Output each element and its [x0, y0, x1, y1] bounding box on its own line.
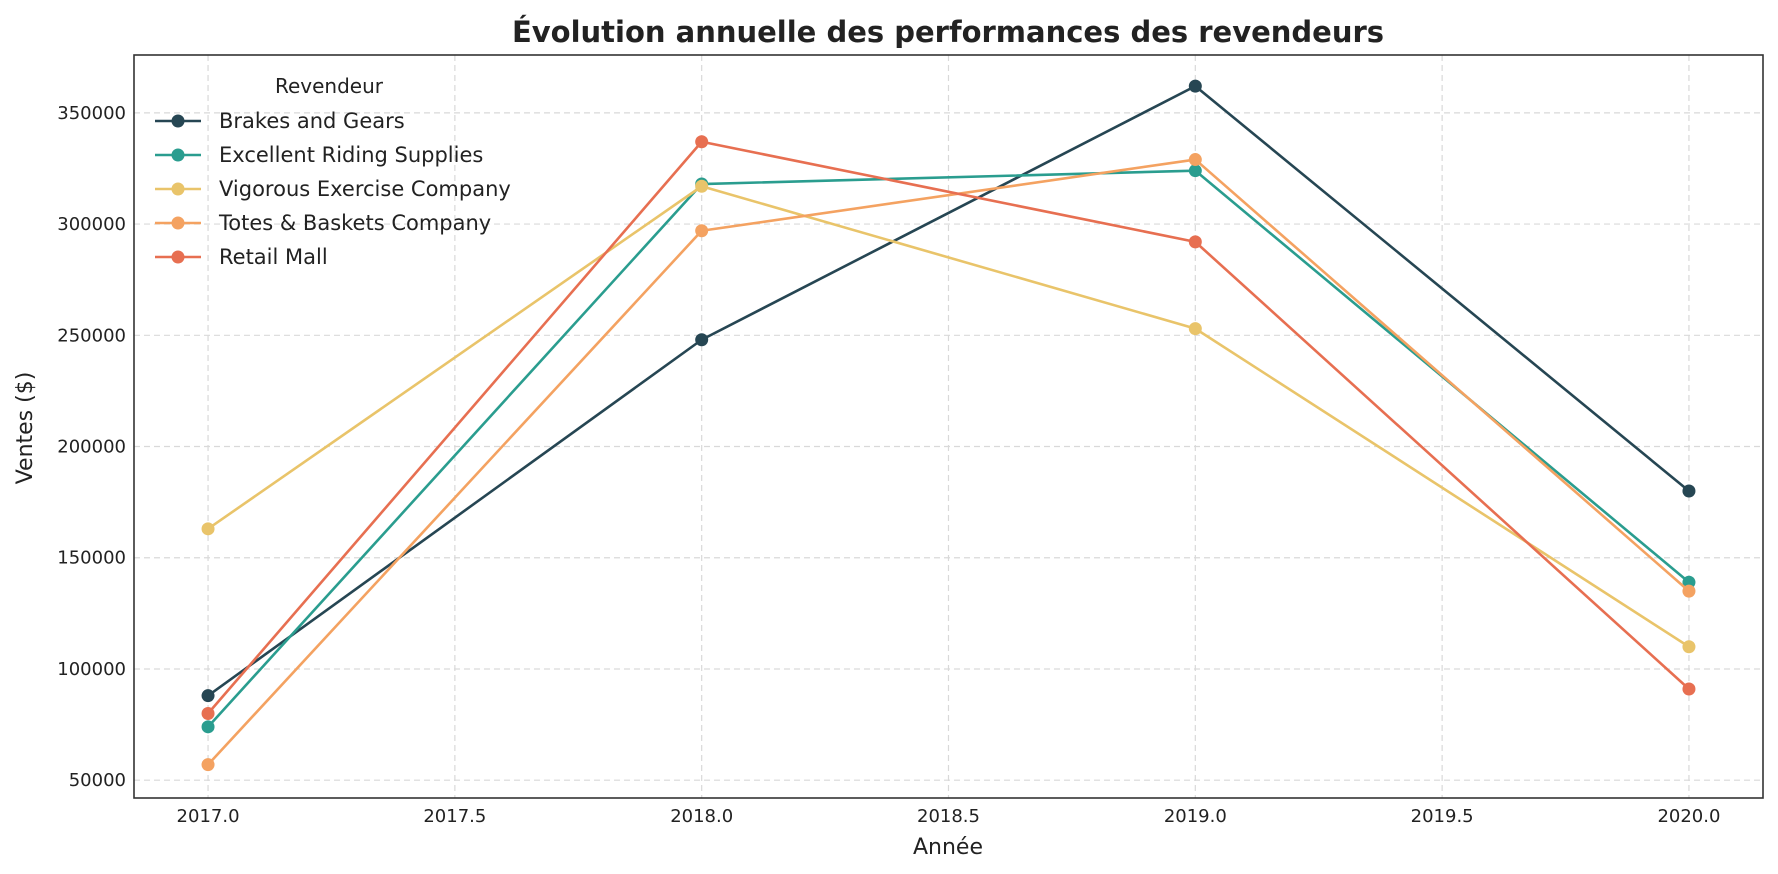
legend-swatch-marker	[171, 148, 185, 162]
legend-label: Brakes and Gears	[219, 109, 405, 133]
series-group	[201, 79, 1696, 703]
data-point	[695, 135, 709, 149]
legend-item: Excellent Riding Supplies	[155, 143, 483, 167]
legend-swatch-marker	[171, 114, 185, 128]
data-point	[695, 333, 709, 347]
data-point	[1682, 640, 1696, 654]
series-line	[207, 140, 1690, 715]
y-tick-label: 300000	[57, 214, 126, 235]
data-point	[201, 522, 215, 536]
chart-title: Évolution annuelle des performances des …	[512, 15, 1384, 49]
x-tick-label: 2020.0	[1657, 806, 1720, 827]
legend-label: Vigorous Exercise Company	[219, 177, 511, 201]
legend-swatch-marker	[171, 216, 185, 230]
legend-item: Brakes and Gears	[155, 109, 405, 133]
x-tick-label: 2019.0	[1164, 806, 1227, 827]
y-tick-label: 50000	[69, 770, 126, 791]
x-tick-label: 2017.0	[177, 806, 240, 827]
series-line	[207, 184, 1690, 648]
plot-frame	[133, 54, 1764, 799]
series-line	[207, 158, 1690, 766]
legend-item: Retail Mall	[155, 245, 328, 269]
data-point	[1188, 235, 1202, 249]
x-tick-label: 2019.5	[1411, 806, 1474, 827]
y-tick-label: 350000	[57, 103, 126, 124]
series-group	[201, 135, 1696, 720]
data-point	[1188, 322, 1202, 336]
x-tick-label: 2018.5	[917, 806, 980, 827]
legend-swatch-marker	[171, 182, 185, 196]
legend-item: Vigorous Exercise Company	[155, 177, 511, 201]
series-group	[201, 153, 1696, 772]
x-tick-label: 2017.5	[423, 806, 486, 827]
data-point	[201, 689, 215, 703]
legend-title: Revendeur	[275, 74, 384, 98]
data-point	[1188, 153, 1202, 167]
x-axis-ticks: 2017.0 2017.5 2018.0 2018.5 2019.0 2019.5 2020…	[177, 806, 1721, 827]
data-point	[1188, 79, 1202, 93]
legend-label: Retail Mall	[219, 245, 328, 269]
legend-item: Totes & Baskets Company	[155, 211, 491, 235]
data-point	[1682, 682, 1696, 696]
legend: Revendeur Brakes and Gears Excellent Ridi…	[155, 74, 511, 269]
legend-label: Totes & Baskets Company	[218, 211, 491, 235]
data-point	[201, 720, 215, 734]
y-axis-label: Ventes ($)	[13, 372, 38, 485]
data-point	[695, 224, 709, 238]
data-point	[1682, 584, 1696, 598]
data-point	[201, 706, 215, 720]
y-tick-label: 200000	[57, 437, 126, 458]
series-line	[207, 84, 1690, 697]
data-point	[201, 758, 215, 772]
data-point	[695, 179, 709, 193]
y-axis-ticks: 50000 100000 150000 200000 250000 300000 35000…	[57, 103, 126, 791]
data-point	[1682, 575, 1696, 589]
y-tick-label: 250000	[57, 325, 126, 346]
series-group	[201, 179, 1696, 654]
legend-label: Excellent Riding Supplies	[219, 143, 483, 167]
x-axis-label: Année	[913, 835, 983, 860]
data-point	[1682, 484, 1696, 498]
plot-area	[201, 79, 1696, 772]
y-tick-label: 100000	[57, 659, 126, 680]
legend-swatch-marker	[171, 250, 185, 264]
y-tick-label: 150000	[57, 548, 126, 569]
x-tick-label: 2018.0	[670, 806, 733, 827]
data-point	[1188, 164, 1202, 178]
